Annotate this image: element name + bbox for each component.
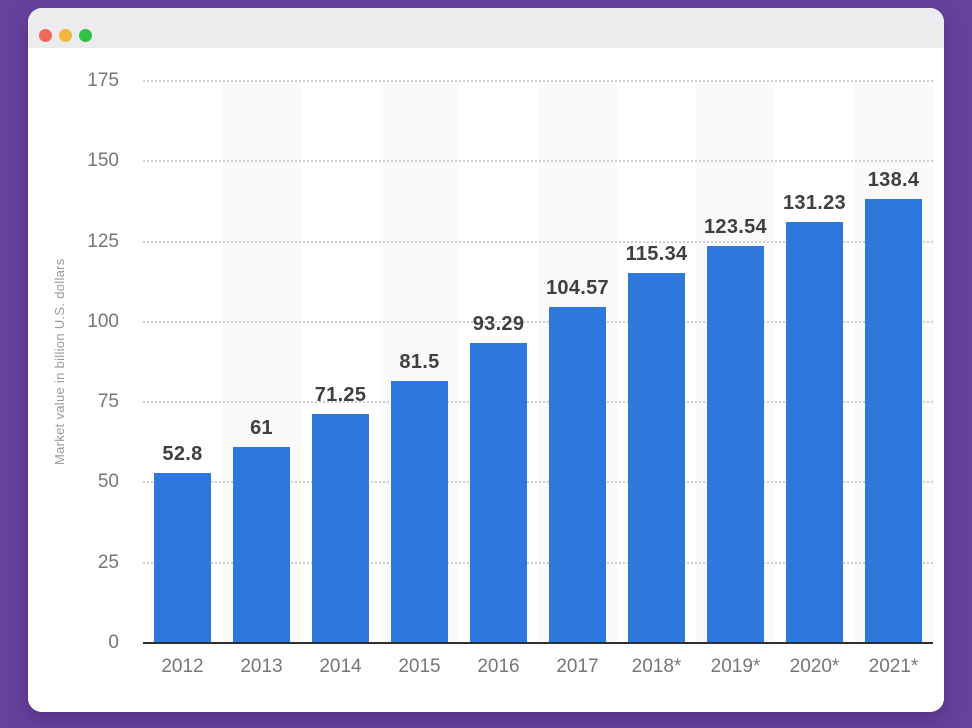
bar-2018: [628, 272, 685, 643]
bar-2020: [786, 221, 843, 643]
y-tick-label: 125: [87, 230, 119, 252]
bar-value-label: 104.57: [546, 277, 609, 300]
x-tick-label: 2015: [398, 656, 441, 677]
gridline: [143, 481, 933, 484]
y-tick-label: 0: [108, 632, 119, 653]
minimize-button[interactable]: [59, 29, 72, 42]
x-tick-label: 2017: [556, 656, 599, 677]
window-titlebar: [28, 8, 944, 48]
bar-value-label: 81.5: [399, 351, 440, 374]
bar-value-label: 93.29: [472, 313, 525, 336]
x-tick-label: 2019*: [710, 656, 761, 677]
bar-value-label: 52.8: [162, 443, 203, 466]
gridline: [143, 160, 933, 163]
y-tick-label: 100: [87, 310, 119, 332]
bar-chart: 0 25 50 75 100 125 150 175 52.8 2012 61 2013 71.25 20…: [28, 48, 944, 712]
x-tick-label: 2020*: [789, 656, 840, 677]
bar-value-label: 71.25: [314, 384, 367, 407]
x-tick-label: 2012: [161, 656, 204, 677]
gridline: [143, 320, 933, 323]
browser-window: 0 25 50 75 100 125 150 175 52.8 2012 61 2013 71.25 20…: [28, 8, 944, 712]
bar-2015: [391, 381, 448, 643]
bar-2014: [312, 414, 369, 643]
y-tick-label: 175: [87, 70, 119, 91]
x-tick-label: 2021*: [868, 656, 919, 677]
chart-container: 0 25 50 75 100 125 150 175 52.8 2012 61 2013 71.25 20…: [28, 48, 944, 712]
bar-value-label: 131.23: [783, 191, 846, 214]
bar-value-label: 138.4: [867, 168, 920, 191]
y-tick-label: 50: [97, 471, 119, 493]
bar-2016: [470, 343, 527, 643]
x-axis-line: [143, 642, 933, 644]
bar-value-label: 61: [250, 417, 273, 440]
gridline: [143, 401, 933, 404]
y-tick-label: 25: [97, 551, 119, 573]
gridline: [143, 240, 933, 243]
x-tick-label: 2018*: [631, 656, 682, 677]
x-tick-label: 2013: [240, 656, 283, 677]
bar-value-label: 115.34: [625, 242, 688, 265]
x-tick-label: 2016: [477, 656, 520, 677]
gridline: [143, 561, 933, 564]
y-tick-label: 75: [97, 391, 119, 413]
bar-value-label: 123.54: [704, 216, 767, 239]
bar-2021: [865, 198, 922, 643]
close-button[interactable]: [39, 29, 52, 42]
y-axis-title: Market value in billion U.S. dollars: [52, 258, 67, 466]
bar-2019: [707, 246, 764, 643]
bar-2013: [233, 447, 290, 643]
maximize-button[interactable]: [79, 29, 92, 42]
y-tick-label: 150: [87, 150, 119, 172]
bar-2017: [549, 307, 606, 643]
x-tick-label: 2014: [319, 656, 362, 677]
gridline: [143, 80, 933, 82]
bar-2012: [154, 473, 211, 643]
